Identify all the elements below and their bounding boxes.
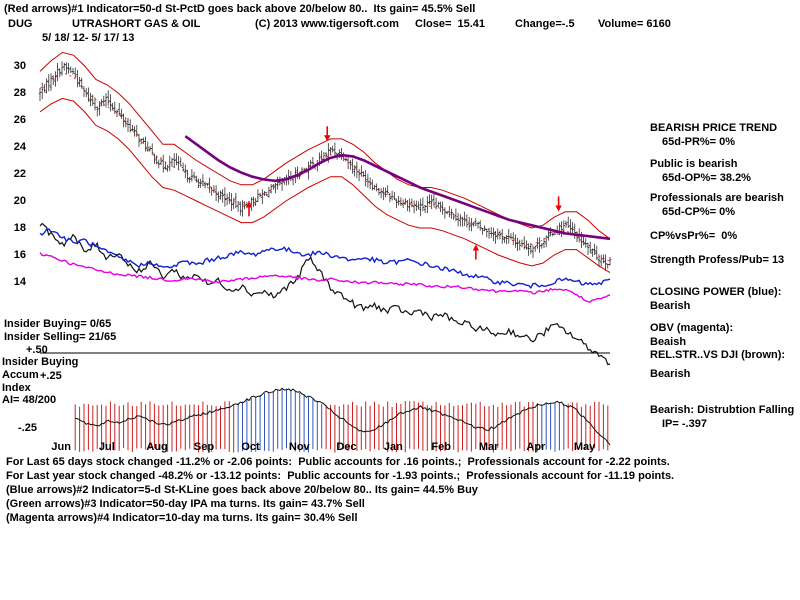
month-label: Aug xyxy=(146,441,168,453)
accum-tick-label: -.25 xyxy=(18,422,37,434)
price-tick-label: 16 xyxy=(13,249,26,261)
price-tick-label: 18 xyxy=(13,222,26,234)
cp-vs-pr: CP%vsPr%= 0% xyxy=(650,230,738,242)
price-tick-label: 24 xyxy=(13,141,26,153)
rel-str-legend: REL.STR..VS DJI (brown): xyxy=(650,349,786,361)
obv-status: Beaish xyxy=(650,336,687,348)
month-label: Oct xyxy=(241,441,260,453)
footer-line: For Last 65 days stock changed -11.2% or… xyxy=(6,456,670,468)
professional-sentiment: Professionals are bearish xyxy=(650,192,784,204)
indicator1-header: (Red arrows)#1 Indicator=50-d St-PctD go… xyxy=(4,3,476,15)
date-range: 5/ 18/ 12- 5/ 17/ 13 xyxy=(42,32,135,44)
footer-line: (Green arrows)#3 Indicator=50-day IPA ma… xyxy=(6,498,365,510)
closing-power-status: Bearish xyxy=(650,300,691,312)
public-sentiment: Public is bearish xyxy=(650,158,738,170)
month-label: Apr xyxy=(526,441,546,453)
closing-power-legend: CLOSING POWER (blue): xyxy=(650,286,782,298)
month-label: Jul xyxy=(98,441,115,453)
month-label: Jan xyxy=(383,441,403,453)
price-tick-label: 26 xyxy=(13,114,26,126)
op-pct: 65d-OP%= 38.2% xyxy=(662,172,751,184)
footer-line: (Blue arrows)#2 Indicator=5-d St-KLine g… xyxy=(6,484,478,496)
footer-line: (Magenta arrows)#4 Indicator=10-day ma t… xyxy=(6,512,358,524)
accum-tick-label: +.25 xyxy=(40,370,62,382)
cp-pct: 65d-CP%= 0% xyxy=(662,206,736,218)
ticker-symbol: DUG xyxy=(8,18,33,30)
pr-pct: 65d-PR%= 0% xyxy=(662,136,736,148)
distribution-status: Bearish: Distrubtion Falling xyxy=(650,404,795,416)
volume-value: Volume= 6160 xyxy=(598,18,671,30)
month-label: Jun xyxy=(51,441,71,453)
month-label: Feb xyxy=(431,441,451,453)
price-tick-label: 14 xyxy=(13,276,26,288)
insider-buying-count: Insider Buying= 0/65 xyxy=(4,318,112,330)
price-tick-label: 30 xyxy=(13,60,26,72)
accum-index-title-3: Index xyxy=(2,382,31,394)
month-label: May xyxy=(573,441,596,453)
ip-value: IP= -.397 xyxy=(662,418,707,430)
price-tick-label: 22 xyxy=(13,168,26,180)
accum-index-title-2: Accum xyxy=(2,369,39,381)
strength-ratio: Strength Profess/Pub= 13 xyxy=(650,254,785,266)
month-label: Dec xyxy=(336,441,357,453)
price-tick-label: 28 xyxy=(13,87,26,99)
accum-index-title-1: Insider Buying xyxy=(2,356,79,368)
footer-line: For Last year stock changed -48.2% or -1… xyxy=(6,470,675,482)
accum-tick-label: +.50 xyxy=(26,344,48,356)
month-label: Nov xyxy=(288,441,310,453)
copyright-text: (C) 2013 www.tigersoft.com xyxy=(255,18,399,30)
price-trend-status: BEARISH PRICE TREND xyxy=(650,122,778,134)
rel-str-status: Bearish xyxy=(650,368,691,380)
insider-selling-count: Insider Selling= 21/65 xyxy=(4,331,117,343)
price-tick-label: 20 xyxy=(13,195,26,207)
ai-value: AI= 48/200 xyxy=(2,394,57,406)
month-label: Mar xyxy=(478,441,499,453)
month-label: Sep xyxy=(193,441,215,453)
obv-legend: OBV (magenta): xyxy=(650,322,734,334)
close-value: Close= 15.41 xyxy=(415,18,486,30)
change-value: Change=-.5 xyxy=(515,18,575,30)
security-name: UTRASHORT GAS & OIL xyxy=(72,18,201,30)
